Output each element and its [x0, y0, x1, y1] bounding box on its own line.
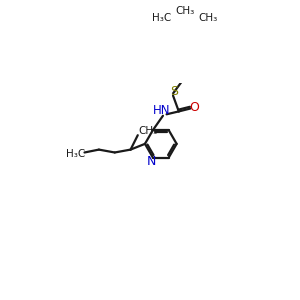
- Text: HN: HN: [153, 104, 170, 117]
- Text: CH₃: CH₃: [138, 126, 158, 136]
- Text: CH₃: CH₃: [175, 6, 194, 16]
- Text: O: O: [190, 101, 200, 114]
- Text: S: S: [170, 85, 178, 98]
- Text: H₃C: H₃C: [152, 13, 171, 23]
- Text: CH₃: CH₃: [198, 13, 217, 23]
- Text: H₃C: H₃C: [65, 149, 85, 159]
- Text: N: N: [147, 155, 156, 168]
